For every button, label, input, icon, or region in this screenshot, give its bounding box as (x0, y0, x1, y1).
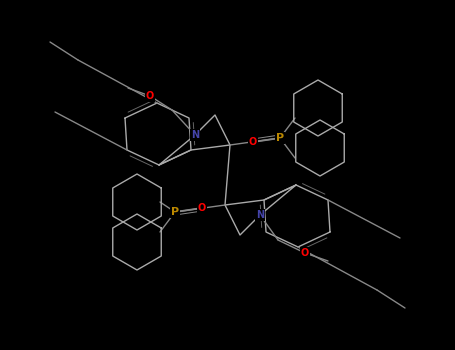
Text: O: O (249, 137, 257, 147)
Text: O: O (301, 248, 309, 258)
Text: N: N (256, 210, 264, 220)
Text: N: N (191, 130, 199, 140)
Text: P: P (276, 133, 284, 143)
Text: P: P (171, 207, 179, 217)
Text: O: O (198, 203, 206, 213)
Text: O: O (146, 91, 154, 101)
